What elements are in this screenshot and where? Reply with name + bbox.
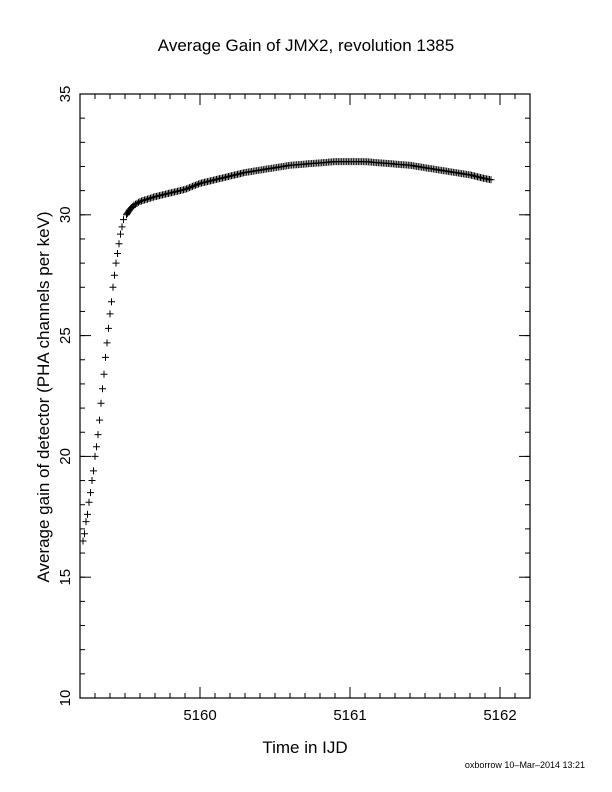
data-point	[115, 240, 123, 248]
y-tick-label: 25	[57, 327, 74, 344]
data-point	[195, 180, 202, 188]
data-point	[190, 182, 198, 190]
data-point	[109, 283, 117, 291]
data-point	[112, 259, 120, 267]
data-point	[106, 310, 114, 318]
data-point	[103, 339, 111, 347]
data-point	[133, 199, 141, 207]
data-point	[96, 416, 103, 424]
data-points	[79, 158, 495, 545]
data-point	[84, 510, 91, 518]
data-point	[90, 467, 97, 475]
data-point	[189, 182, 196, 190]
data-point	[120, 216, 127, 224]
data-point	[79, 537, 87, 545]
data-point	[114, 249, 121, 257]
data-point	[81, 530, 88, 538]
data-point	[487, 176, 495, 184]
footer-stamp: oxborrow 10–Mar–2014 13:21	[464, 760, 585, 770]
y-tick-label: 30	[57, 206, 74, 223]
x-tick-label: 5161	[333, 707, 366, 724]
data-point	[88, 477, 96, 485]
data-point	[135, 198, 142, 206]
y-tick-label: 15	[57, 569, 74, 586]
data-point	[108, 298, 115, 306]
data-point	[87, 489, 94, 497]
y-tick-label: 10	[57, 690, 74, 707]
data-point	[181, 185, 189, 193]
data-point	[132, 200, 139, 208]
data-point	[117, 230, 124, 238]
data-point	[85, 498, 93, 506]
data-point	[184, 184, 192, 192]
data-point	[100, 370, 108, 378]
data-point	[193, 181, 201, 189]
data-point	[97, 399, 105, 407]
data-point	[82, 518, 90, 526]
y-tick-label: 35	[57, 86, 74, 103]
data-point	[111, 271, 118, 279]
y-tick-label: 20	[57, 448, 74, 465]
x-tick-label: 5160	[183, 707, 216, 724]
data-point	[187, 183, 195, 191]
data-point	[102, 353, 109, 361]
chart-title: Average Gain of JMX2, revolution 1385	[157, 36, 455, 55]
data-point	[105, 324, 112, 332]
data-point	[118, 223, 126, 231]
data-point	[93, 443, 100, 451]
data-point	[130, 201, 138, 209]
x-tick-label: 5162	[483, 707, 516, 724]
x-axis-label: Time in IJD	[262, 738, 348, 757]
plot-frame	[79, 93, 531, 699]
axis-ticks	[79, 93, 531, 699]
y-axis-label: Average gain of detector (PHA channels p…	[34, 211, 53, 583]
data-point	[94, 431, 102, 439]
data-point	[192, 181, 199, 189]
data-point	[99, 385, 106, 393]
tick-labels: 5160 5161 5162 10 15 20 25 30 35	[57, 86, 517, 724]
data-point	[186, 184, 193, 192]
data-point	[183, 185, 190, 193]
data-point	[91, 452, 99, 460]
